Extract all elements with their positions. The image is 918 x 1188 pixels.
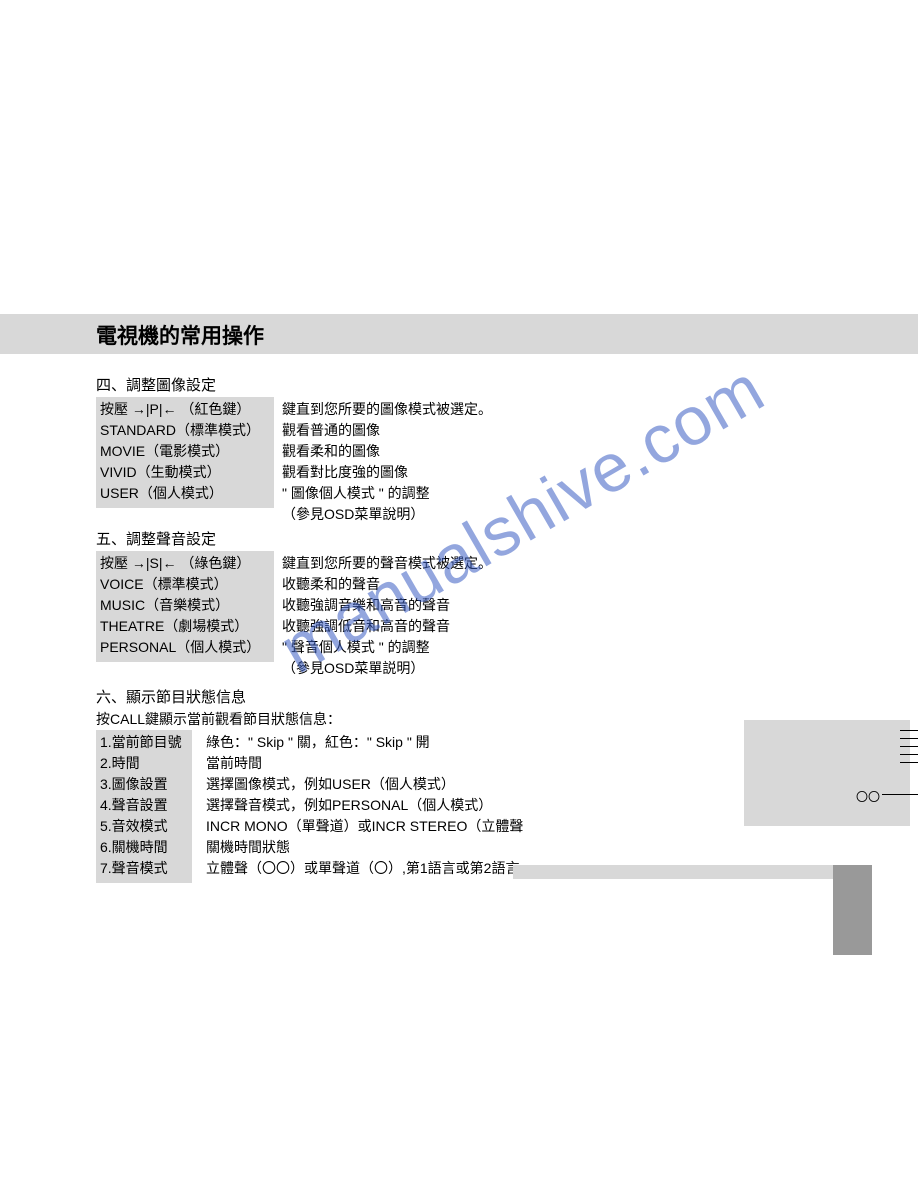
tv-screen-diagram: 〇〇 bbox=[744, 720, 910, 826]
tv-circles-icon: 〇〇 bbox=[856, 788, 880, 805]
footer-bar bbox=[513, 865, 833, 879]
s5-left-1: VOICE（標準模式） bbox=[100, 574, 270, 595]
s5-left-3: THEATRE（劇場模式） bbox=[100, 616, 270, 637]
section6-descriptions: 綠色：" Skip " 關，紅色：" Skip " 開 當前時間 選擇圖像模式，… bbox=[192, 730, 523, 883]
s4-right-4: " 圖像個人模式 " 的調整 bbox=[282, 483, 492, 504]
s6-right-3: 選擇聲音模式，例如PERSONAL（個人模式） bbox=[206, 795, 523, 816]
s5-left-2: MUSIC（音樂模式） bbox=[100, 595, 270, 616]
s4-right-3: 觀看對比度強的圖像 bbox=[282, 462, 492, 483]
section6-labels: 1.當前節目號 2.時間 3.圖像設置 4.聲音設置 5.音效模式 6.關機時間… bbox=[96, 730, 192, 883]
section6-intro: 按CALL鍵顯示當前觀看節目狀態信息： bbox=[96, 709, 523, 730]
s6-right-6: 立體聲（〇〇）或單聲道（〇）,第1語言或第2語言 bbox=[206, 858, 523, 879]
s6-right-4: INCR MONO（單聲道）或INCR STEREO（立體聲 bbox=[206, 816, 523, 837]
s5-right-4: " 聲音個人模式 " 的調整 bbox=[282, 637, 492, 658]
s4-right-2: 觀看柔和的圖像 bbox=[282, 441, 492, 462]
tv-circles-line bbox=[882, 794, 918, 795]
s4-left-0: 按壓 →|P|← （紅色鍵） bbox=[100, 399, 270, 420]
s6-right-0: 綠色：" Skip " 關，紅色：" Skip " 開 bbox=[206, 732, 523, 753]
section-status-info: 六、顯示節目狀態信息 按CALL鍵顯示當前觀看節目狀態信息： 1.當前節目號 2… bbox=[96, 686, 523, 883]
s4-right-1: 觀看普通的圖像 bbox=[282, 420, 492, 441]
s4-left-4: USER（個人模式） bbox=[100, 483, 270, 504]
s6-right-1: 當前時間 bbox=[206, 753, 523, 774]
section4-descriptions: 鍵直到您所要的圖像模式被選定。 觀看普通的圖像 觀看柔和的圖像 觀看對比度強的圖… bbox=[274, 397, 492, 529]
s5-right-3: 收聽強調低音和高音的聲音 bbox=[282, 616, 492, 637]
tv-indicator-lines bbox=[900, 730, 918, 770]
s6-right-2: 選擇圖像模式，例如USER（個人模式） bbox=[206, 774, 523, 795]
section5-title: 五、調整聲音設定 bbox=[96, 528, 492, 549]
s5-right-1: 收聽柔和的聲音 bbox=[282, 574, 492, 595]
section5-descriptions: 鍵直到您所要的聲音模式被選定。 收聽柔和的聲音 收聽強調音樂和高音的聲音 收聽強… bbox=[274, 551, 492, 683]
section-image-settings: 四、調整圖像設定 按壓 →|P|← （紅色鍵） STANDARD（標準模式） M… bbox=[96, 374, 492, 529]
s5-right-2: 收聽強調音樂和高音的聲音 bbox=[282, 595, 492, 616]
s6-left-1: 2.時間 bbox=[100, 753, 188, 774]
section6-title: 六、顯示節目狀態信息 bbox=[96, 686, 523, 707]
section4-title: 四、調整圖像設定 bbox=[96, 374, 492, 395]
s4-right-5: （參見OSD菜單說明） bbox=[282, 504, 492, 525]
s4-left-3: VIVID（生動模式） bbox=[100, 462, 270, 483]
s4-left-1: STANDARD（標準模式） bbox=[100, 420, 270, 441]
s5-left-0: 按壓 →|S|← （綠色鍵） bbox=[100, 553, 270, 574]
side-tab bbox=[833, 865, 872, 955]
page-title: 電視機的常用操作 bbox=[96, 320, 264, 350]
s5-right-5: （參見OSD菜單説明） bbox=[282, 658, 492, 679]
s4-left-2: MOVIE（電影模式） bbox=[100, 441, 270, 462]
section-sound-settings: 五、調整聲音設定 按壓 →|S|← （綠色鍵） VOICE（標準模式） MUSI… bbox=[96, 528, 492, 683]
s6-left-4: 5.音效模式 bbox=[100, 816, 188, 837]
s6-left-0: 1.當前節目號 bbox=[100, 732, 188, 753]
s6-right-5: 關機時間狀態 bbox=[206, 837, 523, 858]
s4-right-0: 鍵直到您所要的圖像模式被選定。 bbox=[282, 399, 492, 420]
section5-labels: 按壓 →|S|← （綠色鍵） VOICE（標準模式） MUSIC（音樂模式） T… bbox=[96, 551, 274, 662]
s6-left-5: 6.關機時間 bbox=[100, 837, 188, 858]
section4-labels: 按壓 →|P|← （紅色鍵） STANDARD（標準模式） MOVIE（電影模式… bbox=[96, 397, 274, 508]
s5-right-0: 鍵直到您所要的聲音模式被選定。 bbox=[282, 553, 492, 574]
s6-left-6: 7.聲音模式 bbox=[100, 858, 188, 879]
s5-left-4: PERSONAL（個人模式） bbox=[100, 637, 270, 658]
s6-left-3: 4.聲音設置 bbox=[100, 795, 188, 816]
s6-left-2: 3.圖像設置 bbox=[100, 774, 188, 795]
